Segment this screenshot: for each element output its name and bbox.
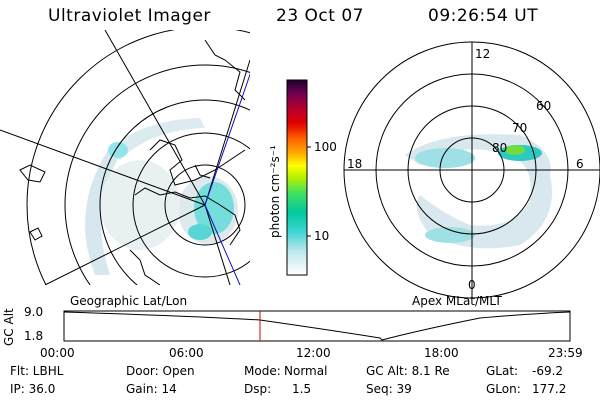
timeline-tick-0600: 06:00 — [169, 346, 204, 360]
timeline-axis-title: GC Alt — [2, 308, 16, 346]
time-label: 09:26:54 UT — [428, 6, 539, 26]
lat-label-60: 60 — [536, 99, 552, 113]
polar-plot — [343, 41, 600, 299]
lat-label-70: 70 — [512, 121, 528, 135]
timeline-tick-1200: 12:00 — [296, 346, 331, 360]
timeline-tick-1800: 18:00 — [424, 346, 459, 360]
filter-info: Flt: LBHL — [10, 364, 64, 378]
timeline-ymax: 9.0 — [24, 305, 44, 319]
timeline-ymin: 1.8 — [24, 329, 44, 343]
colorbar — [286, 79, 311, 276]
gain-info: Gain: 14 — [126, 382, 177, 396]
mlt-label-12: 12 — [475, 47, 491, 61]
dsp-value: 1.5 — [292, 382, 312, 396]
geographic-map-label: Geographic Lat/Lon — [70, 294, 188, 308]
polar-plot-label: Apex MLat/MLT — [412, 294, 502, 308]
dsp-label: Dsp: — [244, 382, 272, 396]
ip-info: IP: 36.0 — [10, 382, 56, 396]
terminator-line — [204, 72, 250, 206]
instrument-title: Ultraviolet Imager — [48, 6, 211, 26]
glon-value: 177.2 — [532, 382, 567, 396]
aurora-oval-left — [85, 118, 238, 275]
colorbar-tick-10: 10 — [314, 229, 330, 243]
glat-label: GLat: — [486, 364, 519, 378]
mlt-label-0: 0 — [468, 278, 476, 292]
gc-alt-info: GC Alt: 8.1 Re — [366, 364, 450, 378]
timeline-tick-2359: 23:59 — [548, 346, 583, 360]
glat-value: -69.2 — [532, 364, 564, 378]
colorbar-unit: photon cm⁻²s⁻¹ — [268, 145, 282, 238]
geographic-map — [0, 30, 250, 285]
aurora-oval-right — [405, 134, 552, 249]
altitude-timeline — [63, 310, 571, 342]
satellite-track — [204, 204, 241, 285]
colorbar-tick-100: 100 — [314, 140, 337, 154]
mlt-label-18: 18 — [347, 157, 363, 171]
lat-label-80: 80 — [492, 141, 508, 155]
mode-label: Mode: — [244, 364, 281, 378]
date-label: 23 Oct 07 — [276, 6, 364, 26]
glon-label: GLon: — [486, 382, 521, 396]
mlt-label-6: 6 — [576, 157, 584, 171]
seq-info: Seq: 39 — [366, 382, 412, 396]
latitude-circles — [26, 30, 250, 285]
coastlines — [19, 39, 246, 285]
mode-value: Normal — [284, 364, 328, 378]
door-info: Door: Open — [126, 364, 195, 378]
timeline-tick-0000: 00:00 — [40, 346, 75, 360]
